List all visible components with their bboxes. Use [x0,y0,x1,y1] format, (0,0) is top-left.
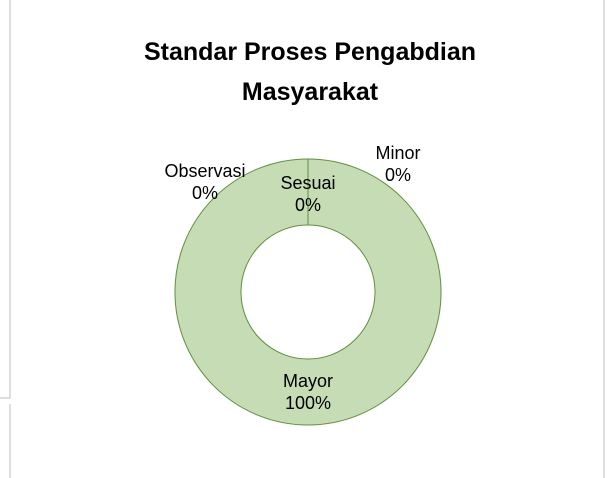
data-label: Minor 0% [353,142,443,186]
data-label: Observasi 0% [163,160,247,204]
value-label: 0% [191,183,218,203]
category-label: Minor [375,143,421,163]
donut-segment [174,158,442,426]
category-label: Mayor [282,371,333,391]
value-label: 100% [284,393,332,413]
category-label: Sesuai [280,173,336,193]
data-label: Mayor 100% [263,370,353,414]
data-label: Sesuai 0% [263,172,353,216]
value-label: 0% [294,195,321,215]
chart-title: Standar Proses Pengabdian Masyarakat [143,38,477,106]
category-label: Observasi [164,161,246,181]
frame-left [0,0,11,399]
value-label: 0% [384,165,411,185]
